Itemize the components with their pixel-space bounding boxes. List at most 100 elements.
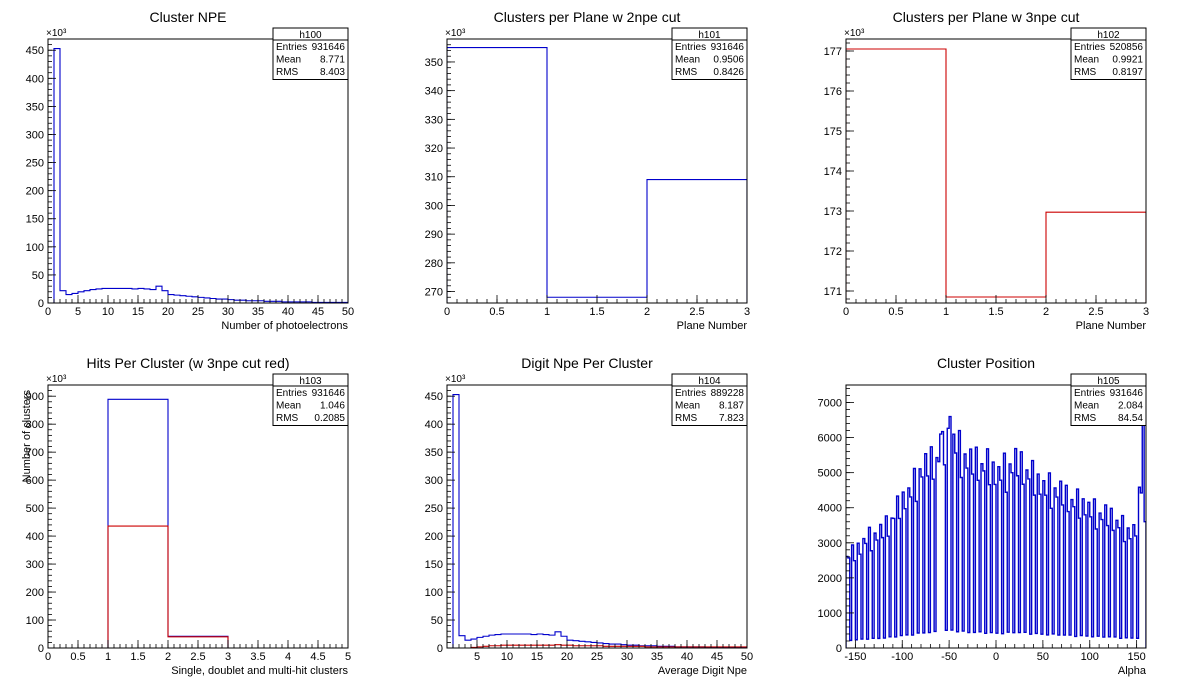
stats-row-key: RMS bbox=[675, 413, 698, 424]
stats-row-value: 7.823 bbox=[719, 413, 744, 424]
y-tick-label: 300 bbox=[425, 475, 443, 487]
y-tick-label: 450 bbox=[26, 45, 44, 57]
y-tick-label: 350 bbox=[26, 101, 44, 113]
y-tick-label: 176 bbox=[824, 86, 842, 98]
series-group bbox=[846, 48, 1146, 303]
x-tick-label: -50 bbox=[941, 651, 957, 663]
chart-pad-h100: 0 5 10 15 20 25 30 35 40 45 50 0 50 100 150 200 250 300 35… bbox=[26, 9, 354, 332]
y-tick-label: 5000 bbox=[818, 468, 842, 480]
y-tick-label: 400 bbox=[425, 419, 443, 431]
x-tick-label: 2 bbox=[1043, 306, 1049, 318]
stats-row-key: RMS bbox=[276, 67, 299, 78]
y-tick-label: 0 bbox=[38, 298, 44, 310]
y-tick-label: 280 bbox=[425, 258, 443, 270]
y-tick-label: 900 bbox=[26, 391, 44, 403]
x-tick-label: 5 bbox=[474, 651, 480, 663]
y-tick-label: 340 bbox=[425, 86, 443, 98]
x-tick-label: 5 bbox=[75, 306, 81, 318]
x-tick-label: 4 bbox=[285, 651, 291, 663]
stats-box-name: h101 bbox=[698, 30, 721, 41]
y-tick-label: 700 bbox=[26, 447, 44, 459]
x-tick-label: 2 bbox=[644, 306, 650, 318]
x-tick-label: 0.5 bbox=[70, 651, 85, 663]
stats-row-value: 0.8426 bbox=[713, 67, 744, 78]
y-tick-label: 400 bbox=[26, 73, 44, 85]
x-axis-label: Plane Number bbox=[1076, 320, 1147, 332]
x-axis-label: Average Digit Npe bbox=[658, 665, 747, 677]
x-tick-label: 1 bbox=[943, 306, 949, 318]
y-tick-label: 0 bbox=[836, 643, 842, 655]
x-tick-label: 35 bbox=[252, 306, 264, 318]
stats-row-key: Entries bbox=[675, 388, 706, 399]
stats-row-key: RMS bbox=[675, 67, 698, 78]
y-tick-label: 200 bbox=[26, 186, 44, 198]
axis-exponent-label: ×10³ bbox=[445, 28, 466, 39]
stats-row-value: 931646 bbox=[312, 42, 346, 53]
x-axis-label: Plane Number bbox=[677, 320, 748, 332]
x-tick-label: 0.5 bbox=[888, 306, 903, 318]
y-tick-label: 450 bbox=[425, 391, 443, 403]
x-tick-label: 150 bbox=[1127, 651, 1145, 663]
x-tick-label: 100 bbox=[1081, 651, 1099, 663]
y-axis-label: Number of clusters bbox=[21, 390, 33, 483]
x-tick-label: 1 bbox=[105, 651, 111, 663]
y-tick-label: 7000 bbox=[818, 398, 842, 410]
x-tick-label: 0 bbox=[444, 306, 450, 318]
x-tick-label: -100 bbox=[891, 651, 913, 663]
y-tick-label: 300 bbox=[26, 559, 44, 571]
x-tick-label: 50 bbox=[1037, 651, 1049, 663]
y-tick-label: 250 bbox=[26, 158, 44, 170]
axis-exponent-label: ×10³ bbox=[46, 374, 67, 385]
x-tick-label: 1.5 bbox=[589, 306, 604, 318]
stats-row-value: 2.084 bbox=[1118, 401, 1143, 412]
y-tick-label: 0 bbox=[437, 643, 443, 655]
chart-pad-h101: 0 0.5 1 1.5 2 2.5 3 270 280 290 300 310 320 330 340 350… bbox=[425, 9, 750, 332]
y-tick-label: 250 bbox=[425, 503, 443, 515]
y-tick-label: 350 bbox=[425, 447, 443, 459]
chart-pad-h103: 0 0.5 1 1.5 2 2.5 3 3.5 4 4.5 5 0 100 200 300 400 500 600… bbox=[21, 355, 351, 677]
x-tick-label: 2.5 bbox=[190, 651, 205, 663]
stats-row-value: 8.403 bbox=[320, 67, 345, 78]
stats-box-name: h103 bbox=[299, 376, 322, 387]
y-tick-label: 1000 bbox=[818, 608, 842, 620]
y-tick-label: 50 bbox=[32, 270, 44, 282]
y-tick-label: 200 bbox=[26, 587, 44, 599]
x-tick-label: 30 bbox=[222, 306, 234, 318]
y-tick-label: 172 bbox=[824, 246, 842, 258]
x-tick-label: 2.5 bbox=[1088, 306, 1103, 318]
x-tick-label: 3 bbox=[1143, 306, 1149, 318]
series-0-line bbox=[846, 415, 1146, 648]
stats-row-key: Mean bbox=[675, 55, 700, 66]
chart-title: Digit Npe Per Cluster bbox=[521, 355, 653, 371]
x-tick-label: 4.5 bbox=[310, 651, 325, 663]
y-tick-label: 400 bbox=[26, 531, 44, 543]
x-tick-label: 10 bbox=[102, 306, 114, 318]
stats-row-key: RMS bbox=[1074, 413, 1097, 424]
chart-title: Clusters per Plane w 2npe cut bbox=[494, 9, 681, 25]
series-0-line bbox=[452, 393, 747, 648]
x-tick-label: 40 bbox=[681, 651, 693, 663]
stats-box-name: h102 bbox=[1097, 30, 1120, 41]
stats-row-key: Mean bbox=[276, 401, 301, 412]
stats-row-key: Mean bbox=[675, 401, 700, 412]
stats-row-value: 889228 bbox=[711, 388, 745, 399]
stats-row-value: 520856 bbox=[1110, 42, 1144, 53]
series-group bbox=[48, 398, 348, 648]
x-tick-label: 0.5 bbox=[489, 306, 504, 318]
y-tick-label: 200 bbox=[425, 531, 443, 543]
y-tick-label: 100 bbox=[26, 242, 44, 254]
y-tick-label: 290 bbox=[425, 229, 443, 241]
y-tick-label: 330 bbox=[425, 114, 443, 126]
x-tick-label: 0 bbox=[993, 651, 999, 663]
y-tick-label: 0 bbox=[38, 643, 44, 655]
x-tick-label: 2 bbox=[165, 651, 171, 663]
chart-pad-h105: -150 -100 -50 0 50 100 150 0 1000 2000 3000 4000 500… bbox=[818, 355, 1147, 677]
stats-row-key: RMS bbox=[1074, 67, 1097, 78]
y-tick-label: 350 bbox=[425, 57, 443, 69]
x-tick-label: 0 bbox=[45, 651, 51, 663]
stats-row-value: 931646 bbox=[1110, 388, 1144, 399]
